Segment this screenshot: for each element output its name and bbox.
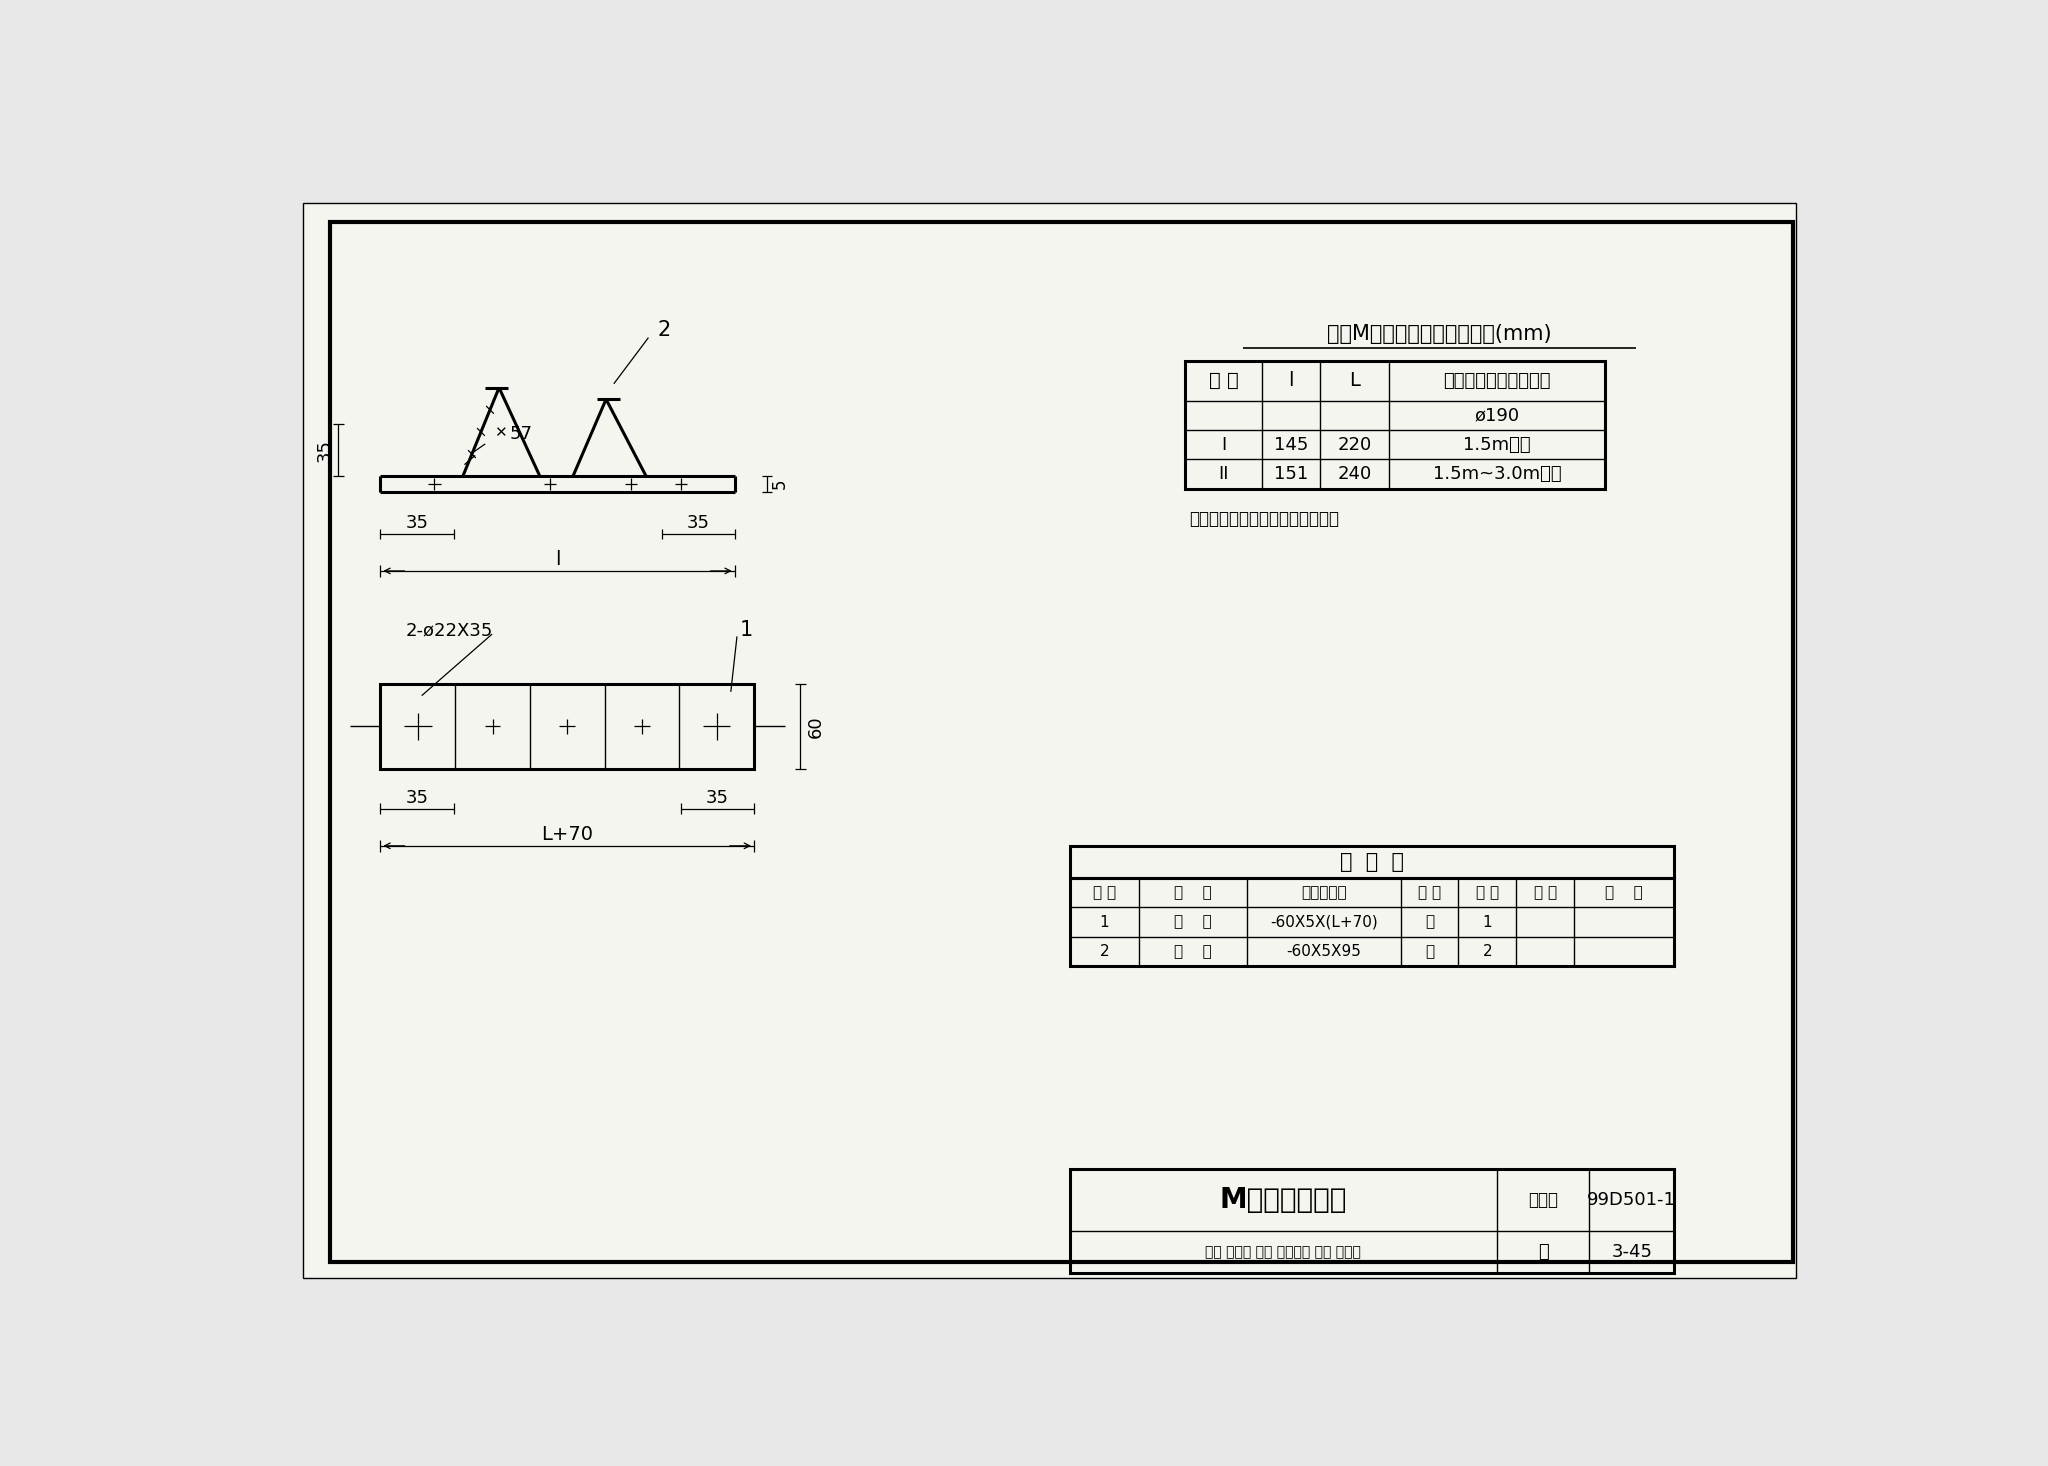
Text: 名    称: 名 称 [1174,885,1212,900]
Text: l: l [1288,371,1294,390]
Text: 151: 151 [1274,465,1309,482]
Text: 240: 240 [1337,465,1372,482]
Text: 57: 57 [510,425,532,443]
Text: 35: 35 [406,515,428,532]
Text: l: l [555,550,561,569]
Text: 材  料  表: 材 料 表 [1339,852,1403,872]
Text: -60X5X(L+70): -60X5X(L+70) [1270,915,1378,929]
Text: 单 位: 单 位 [1417,885,1442,900]
Text: 注：所有零件均应作热镀锌处理。: 注：所有零件均应作热镀锌处理。 [1190,510,1339,528]
Text: 35: 35 [406,789,428,808]
Text: 145: 145 [1274,435,1309,453]
Text: 扁    钢: 扁 钢 [1174,915,1212,929]
Text: 型号及规格: 型号及规格 [1300,885,1346,900]
Text: 1: 1 [739,620,754,641]
Bar [381,685,754,768]
Text: 1: 1 [1483,915,1493,929]
Text: 型 号: 型 号 [1208,371,1239,390]
Text: L: L [1350,371,1360,390]
Text: 99D501-1: 99D501-1 [1587,1190,1675,1209]
Bar [1069,1170,1673,1272]
Text: 图集号: 图集号 [1528,1190,1559,1209]
Text: 60: 60 [807,715,825,737]
Text: 2: 2 [657,320,670,340]
Text: II: II [1219,465,1229,482]
Text: 3-45: 3-45 [1612,1243,1653,1261]
Text: 各型M形抱铁尺寸及适用范围(mm): 各型M形抱铁尺寸及适用范围(mm) [1327,324,1552,343]
Text: -60X5X95: -60X5X95 [1286,944,1362,959]
Text: 220: 220 [1337,435,1372,453]
Text: 块: 块 [1425,915,1434,929]
Text: 数 量: 数 量 [1477,885,1499,900]
Text: 页: 页 [1538,1243,1548,1261]
Text: 35: 35 [686,515,709,532]
Text: 35: 35 [315,438,334,462]
Bar [1069,846,1673,878]
Text: 5: 5 [772,479,788,490]
Text: 页 次: 页 次 [1534,885,1556,900]
Text: 2: 2 [1483,944,1493,959]
Text: 块: 块 [1425,944,1434,959]
Text: I: I [1221,435,1227,453]
Bar [1069,878,1673,966]
Text: 电杆梢径及距杆顶距离: 电杆梢径及距杆顶距离 [1444,372,1550,390]
Text: 2-ø22X35: 2-ø22X35 [406,622,494,639]
Text: L+70: L+70 [541,825,594,844]
Text: 扁    钢: 扁 钢 [1174,944,1212,959]
Text: 1.5m以内: 1.5m以内 [1462,435,1530,453]
Text: 35: 35 [707,789,729,808]
Text: 2: 2 [1100,944,1110,959]
Text: 编 号: 编 号 [1094,885,1116,900]
Text: ø190: ø190 [1475,406,1520,424]
Text: 1.5m~3.0m以内: 1.5m~3.0m以内 [1434,465,1561,482]
Text: 审核 主组收 校对 复查签名 设计 郑立刀: 审核 主组收 校对 复查签名 设计 郑立刀 [1206,1245,1362,1259]
Text: M形抱铁制造图: M形抱铁制造图 [1221,1186,1348,1214]
Text: 1: 1 [1100,915,1110,929]
Text: 备    注: 备 注 [1606,885,1642,900]
Bar [1186,361,1606,488]
